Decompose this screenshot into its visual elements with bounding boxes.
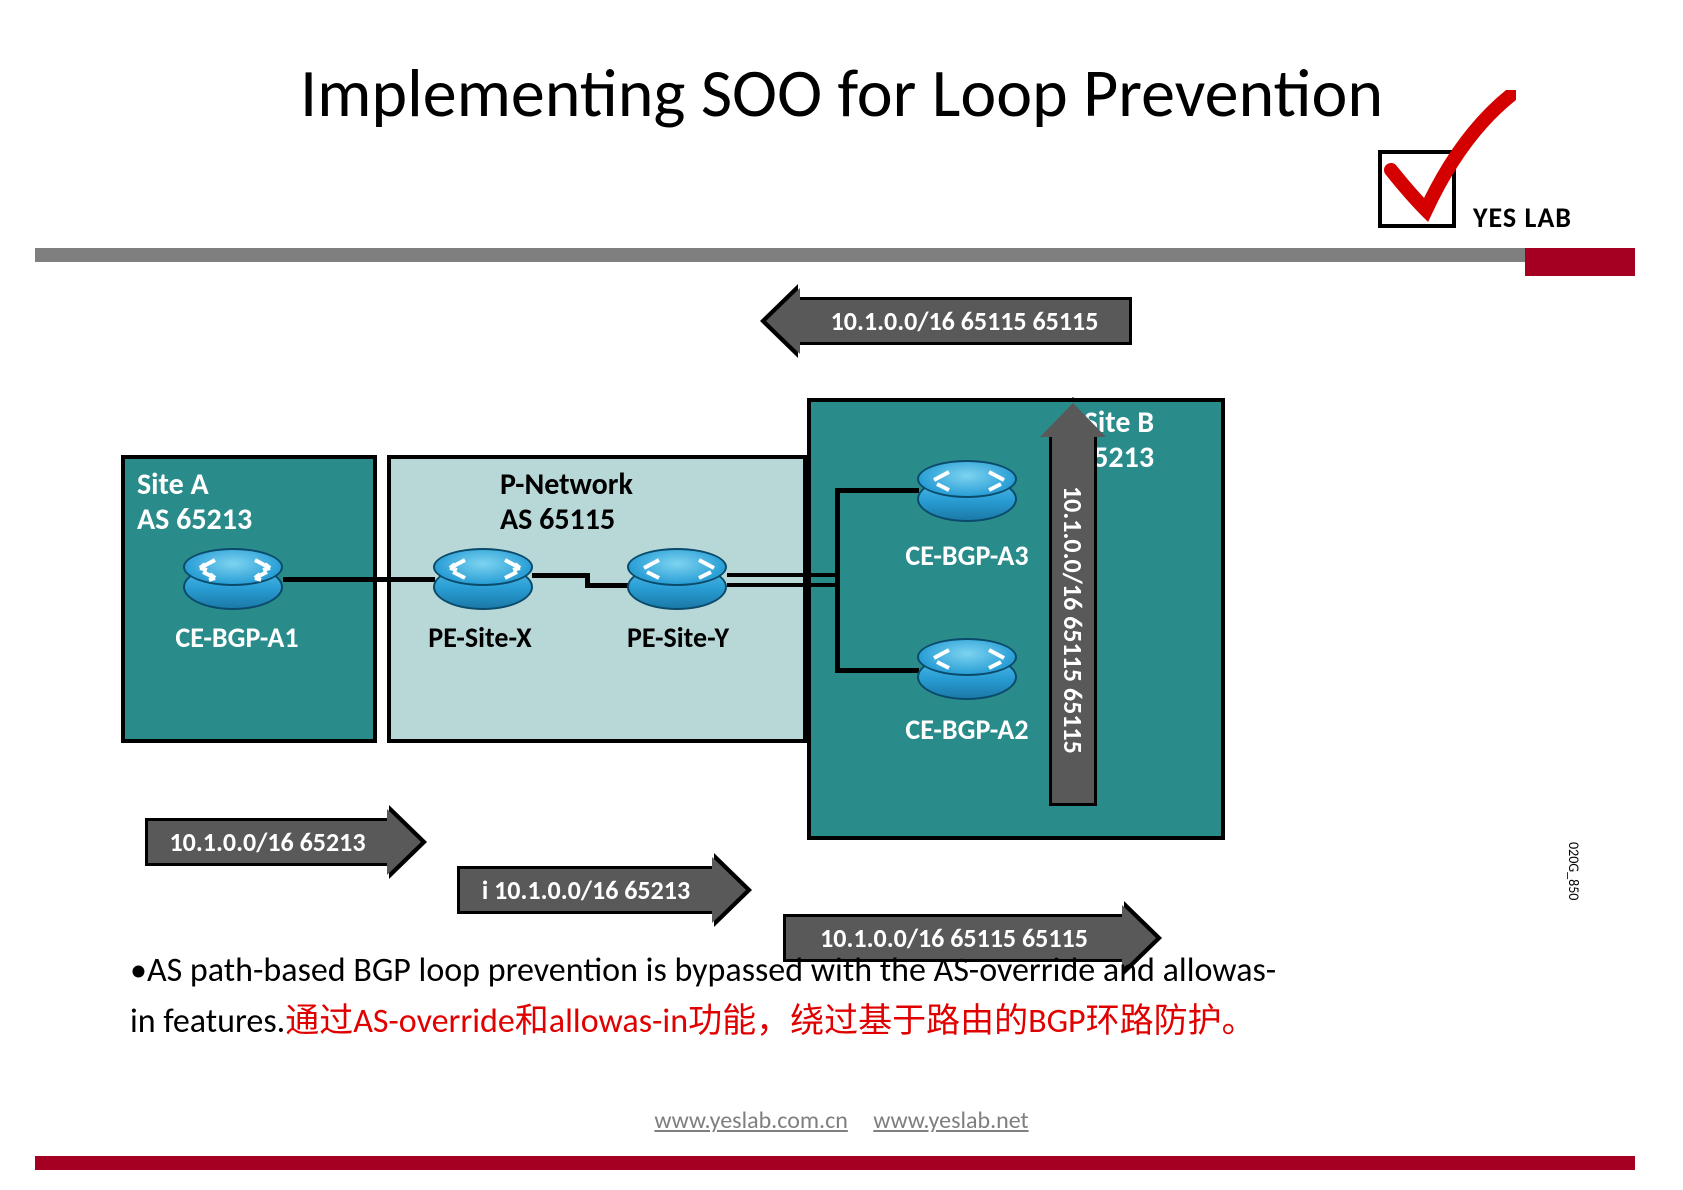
link-pey-branch-1 xyxy=(727,573,839,577)
router-ce-bgp-a3 xyxy=(917,460,1017,522)
router-a1-label: CE-BGP-A1 xyxy=(147,620,327,655)
footer-link-1[interactable]: www.yeslab.com.cn xyxy=(654,1106,847,1135)
link-pex-pey-3 xyxy=(585,583,633,588)
router-arrows-icon xyxy=(435,550,535,588)
footer-link-2[interactable]: www.yeslab.net xyxy=(873,1106,1028,1135)
router-top xyxy=(433,548,533,586)
bullet-text: •AS path-based BGP loop prevention is by… xyxy=(130,945,1280,1047)
header-accent xyxy=(1525,248,1635,276)
link-pex-pey-1 xyxy=(532,573,587,578)
network-diagram: Site A AS 65213 P-Network AS 65115 Site … xyxy=(95,290,1585,930)
router-ce-bgp-a1 xyxy=(183,548,283,610)
yeslab-logo: YES LAB xyxy=(1378,95,1638,245)
router-arrows-icon xyxy=(919,640,1019,678)
pnet-label: P-Network AS 65115 xyxy=(500,468,633,537)
site-a-as: AS 65213 xyxy=(137,501,252,538)
link-pey-branch-2 xyxy=(727,583,839,587)
arrow-b2-text: i 10.1.0.0/16 65213 xyxy=(482,874,690,906)
route-arrow-b1: 10.1.0.0/16 65213 xyxy=(145,818,390,866)
bullet-zh: 通过AS-override和allowas-in功能，绕过基于路由的BGP环路防… xyxy=(285,1001,1255,1042)
site-a-name: Site A xyxy=(137,466,209,503)
link-a1-pex xyxy=(283,577,435,582)
arrow-b1-text: 10.1.0.0/16 65213 xyxy=(169,826,365,858)
link-branch-a3 xyxy=(835,488,919,493)
router-arrows-icon xyxy=(919,462,1019,500)
route-arrow-b2: i 10.1.0.0/16 65213 xyxy=(457,866,715,914)
slide: Implementing SOO for Loop Prevention YES… xyxy=(0,0,1683,1190)
route-arrow-vertical: 10.1.0.0/16 65115 65115 xyxy=(1049,434,1097,806)
footer-bar xyxy=(35,1156,1635,1170)
footer-links: www.yeslab.com.cn www.yeslab.net xyxy=(0,1106,1683,1135)
route-arrow-top: 10.1.0.0/16 65115 65115 xyxy=(797,297,1132,345)
router-arrows-icon xyxy=(629,550,729,588)
router-pe-site-y xyxy=(627,548,727,610)
router-pe-site-x xyxy=(433,548,533,610)
router-a2-label: CE-BGP-A2 xyxy=(867,712,1067,747)
router-ce-bgp-a2 xyxy=(917,638,1017,700)
router-top xyxy=(917,638,1017,676)
router-a3-label: CE-BGP-A3 xyxy=(867,538,1067,573)
link-branch-a2 xyxy=(835,668,919,673)
arrow-vert-text: 10.1.0.0/16 65115 65115 xyxy=(1057,486,1089,754)
site-a-label: Site A AS 65213 xyxy=(137,468,252,537)
logo-text: YES LAB xyxy=(1473,200,1572,235)
arrow-top-text: 10.1.0.0/16 65115 65115 xyxy=(831,305,1099,337)
router-pey-label: PE-Site-Y xyxy=(593,620,763,655)
header-rule xyxy=(35,248,1635,262)
router-pex-label: PE-Site-X xyxy=(395,620,565,655)
router-top xyxy=(917,460,1017,498)
link-branch-vert xyxy=(835,488,840,673)
router-top xyxy=(627,548,727,586)
router-top xyxy=(183,548,283,586)
pnet-name: P-Network xyxy=(500,466,633,503)
pnet-as: AS 65115 xyxy=(500,501,615,538)
image-code: 020G_850 xyxy=(1565,842,1582,900)
router-arrows-icon xyxy=(185,550,285,588)
